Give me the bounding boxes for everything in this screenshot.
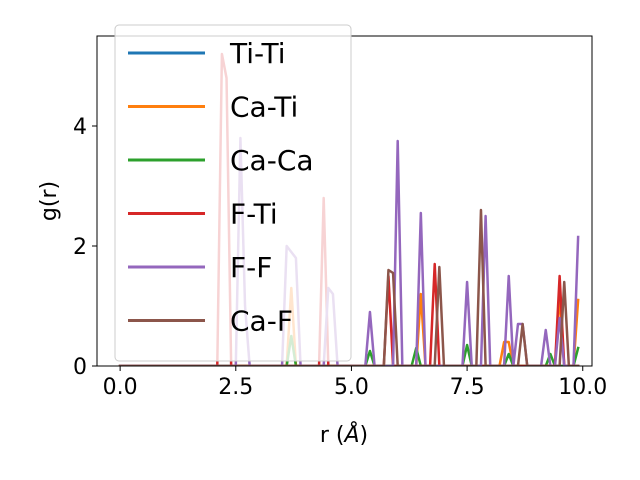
x-tick-label: 5.0 [334, 375, 369, 400]
legend-box [114, 24, 352, 362]
legend-label-f-f: F-F [230, 251, 272, 284]
series-layer [118, 52, 580, 366]
legend-label-ti-ti: Ti-Ti [229, 37, 286, 70]
legend: Ti-Ti Ca-Ti Ca-Ca F-Ti F-F Ca-F [114, 24, 352, 362]
y-tick-label: 0 [73, 355, 87, 380]
x-tick-label: 10.0 [558, 375, 607, 400]
x-axis: 0.0 2.5 5.0 7.5 10.0 [103, 366, 607, 400]
x-axis-label: r (Å) [320, 421, 368, 448]
legend-label-ca-ti: Ca-Ti [230, 91, 298, 124]
y-tick-label: 2 [73, 235, 87, 260]
y-axis: 0 2 4 [73, 115, 97, 380]
x-tick-label: 0.0 [103, 375, 138, 400]
legend-label-ca-f: Ca-F [230, 305, 293, 338]
legend-label-f-ti: F-Ti [230, 198, 278, 231]
legend-label-ca-ca: Ca-Ca [230, 144, 314, 177]
x-tick-label: 7.5 [450, 375, 485, 400]
y-tick-label: 4 [73, 115, 87, 140]
series-line-ca-ti [118, 286, 580, 366]
y-axis-label: g(r) [37, 181, 62, 221]
x-tick-label: 2.5 [218, 375, 253, 400]
